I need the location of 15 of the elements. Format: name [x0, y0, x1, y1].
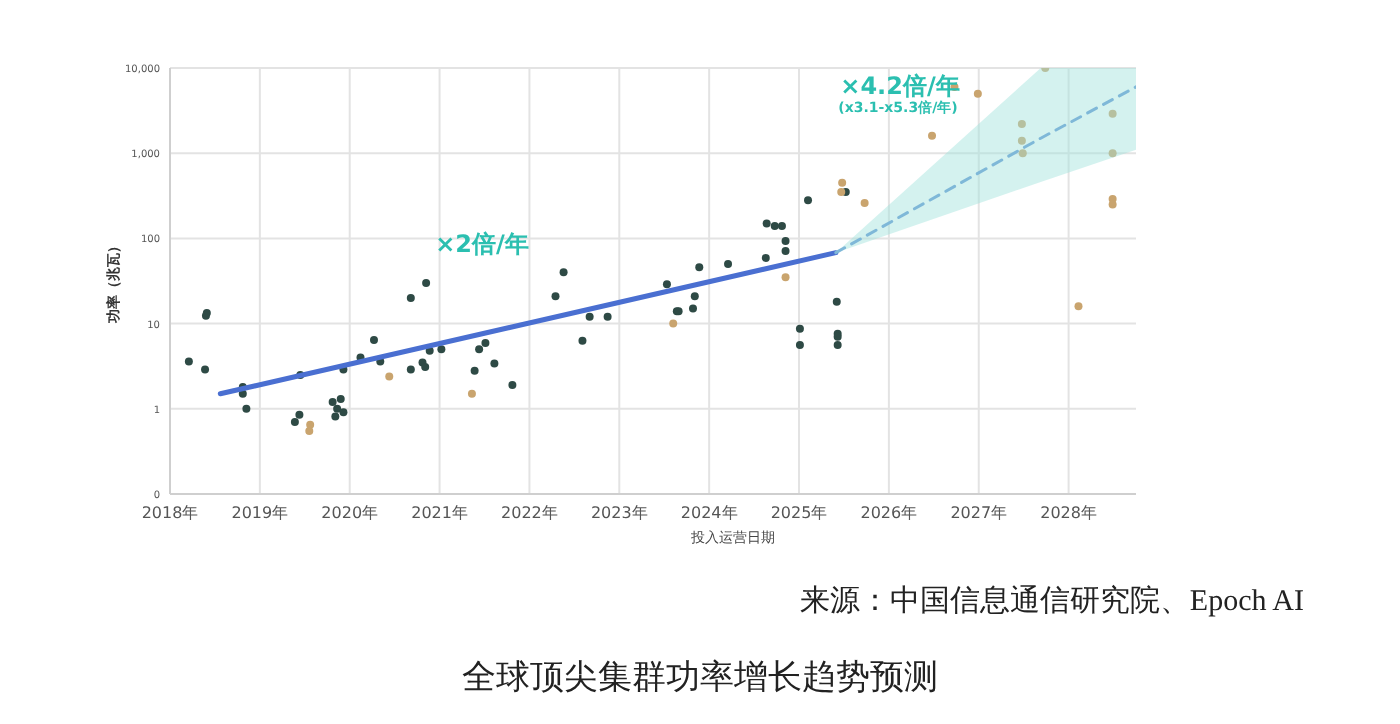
x-tick-label: 2018年 [141, 504, 199, 522]
text: 全球顶尖集群功率增长趋势预测 [462, 658, 938, 696]
x-tick-label: 2019年 [231, 504, 289, 522]
x-tick-label: 2022年 [501, 504, 558, 522]
x-tick-label: 2026年 [860, 504, 918, 522]
x-tick-label: 2021年 [411, 504, 468, 522]
x-tick-label: 2020年 [321, 504, 379, 522]
x-tick-label: 2025年 [770, 504, 828, 522]
source-note: 来源：中国信息通信研究院、Epoch AI [799, 584, 1304, 618]
x-tick-label: 2027年 [950, 504, 1008, 522]
x-tick-label: 2028年 [1040, 504, 1097, 522]
x-tick-label: 2023年 [590, 504, 648, 522]
annotation: ×4.2倍/年 [840, 72, 960, 100]
annotation: ×2倍/年 [435, 230, 529, 258]
x-tick-label: 2024年 [680, 504, 738, 522]
